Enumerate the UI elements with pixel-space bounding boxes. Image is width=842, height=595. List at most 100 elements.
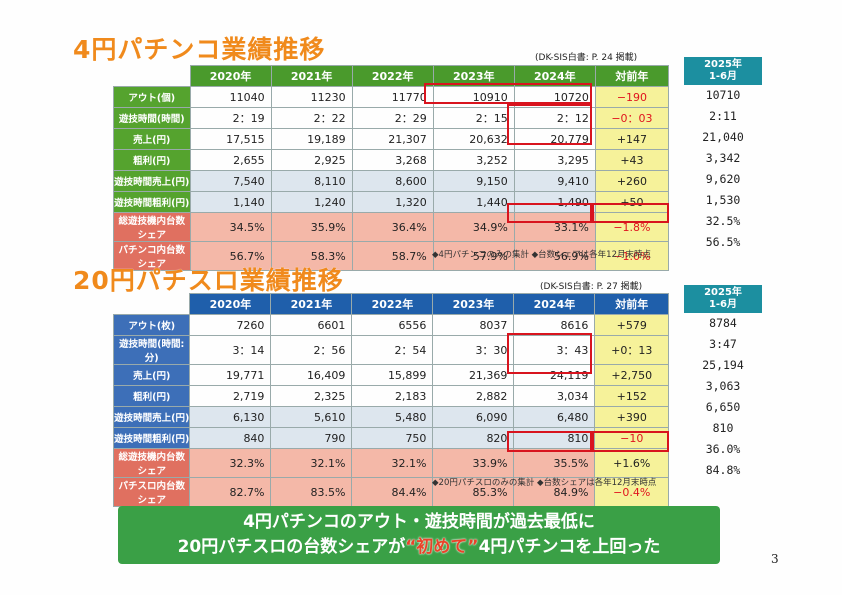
- side-2025-value: 1,530: [705, 193, 741, 207]
- bottom-2025-header: 2025年 1-6月: [684, 285, 762, 313]
- table-cell: 7260: [189, 314, 272, 336]
- banner-line-2-b: 4円パチンコを上回った: [478, 537, 661, 557]
- table-cell: 1,240: [270, 191, 353, 213]
- yoy-diff-cell: +2,750: [594, 364, 669, 386]
- table-cell: 20,632: [432, 128, 515, 150]
- table-cell: 2：12: [513, 107, 596, 129]
- highlight-box: [507, 333, 592, 374]
- table-cell: 11770: [351, 86, 434, 108]
- table-cell: 3,252: [432, 149, 515, 171]
- side-2025-value: 21,040: [702, 130, 744, 144]
- column-header: 2020年: [189, 65, 272, 87]
- table-cell: 56.7%: [189, 241, 272, 271]
- column-header: 2021年: [270, 293, 353, 315]
- row-label: 遊技時間(時間): [113, 107, 191, 129]
- yoy-diff-cell: +43: [594, 149, 670, 171]
- row-label: 売上(円): [113, 128, 191, 150]
- side-2025-value: 810: [712, 421, 734, 435]
- table-cell: 3,295: [513, 149, 596, 171]
- table-cell: 6,090: [432, 406, 515, 428]
- yoy-diff-cell: −1.0%: [594, 241, 670, 271]
- table-cell: 35.5%: [513, 448, 596, 478]
- table-cell: 2,325: [270, 385, 353, 407]
- table-cell: 34.5%: [189, 212, 272, 242]
- column-header: 2024年: [513, 65, 596, 87]
- highlight-box: [592, 203, 669, 223]
- table-cell: 85.3%: [432, 477, 515, 507]
- column-header: 対前年: [594, 293, 669, 315]
- table-cell: 33.9%: [432, 448, 515, 478]
- column-header: 2024年: [513, 293, 596, 315]
- side-2025-value: 36.0%: [705, 442, 741, 456]
- side-2025-value: 3:47: [709, 337, 737, 351]
- table-cell: 3,268: [351, 149, 434, 171]
- table-cell: 6,130: [189, 406, 272, 428]
- column-header: 2022年: [351, 293, 434, 315]
- highlight-box: [507, 104, 592, 145]
- table-cell: 2,655: [189, 149, 272, 171]
- table-cell: 58.3%: [270, 241, 353, 271]
- table-cell: 2：56: [270, 335, 353, 365]
- table-cell: 750: [351, 427, 434, 449]
- table-row: 総遊技機内台数シェア 32.3% 32.1% 32.1% 33.9% 35.5% +1.6%: [112, 448, 669, 478]
- top-section-title: 4円パチンコ業績推移: [73, 35, 326, 64]
- table-cell: 2：54: [351, 335, 434, 365]
- table-row: 粗利(円) 2,655 2,925 3,268 3,252 3,295 +43: [113, 149, 670, 171]
- table-cell: 820: [432, 427, 515, 449]
- row-label: アウト(個): [113, 86, 191, 108]
- table-cell: 840: [189, 427, 272, 449]
- table-cell: 32.3%: [189, 448, 272, 478]
- table-cell: 21,369: [432, 364, 515, 386]
- table-cell: 32.1%: [351, 448, 434, 478]
- table-row: アウト(枚) 7260 6601 6556 8037 8616 +579: [112, 314, 669, 336]
- row-label: 遊技時間粗利(円): [112, 427, 191, 449]
- side-2025-value: 9,620: [705, 172, 741, 186]
- highlight-box: [424, 83, 592, 104]
- table-cell: 56.9%: [513, 241, 596, 271]
- side-2025-value: 3,342: [705, 151, 741, 165]
- column-header: 2020年: [189, 293, 272, 315]
- highlight-box: [592, 431, 669, 452]
- table-cell: 83.5%: [270, 477, 353, 507]
- table-row: 遊技時間売上(円) 7,540 8,110 8,600 9,150 9,410 +260: [113, 170, 670, 192]
- bottom-footnote: ◆20円パチスロのみの集計 ◆台数シェアは各年12月末時点: [432, 478, 657, 488]
- side-2025-value: 8784: [709, 316, 737, 330]
- side-2025-value: 6,650: [705, 400, 741, 414]
- side-2025-value: 84.8%: [705, 463, 741, 477]
- table-cell: 32.1%: [270, 448, 353, 478]
- highlight-box: [507, 203, 592, 223]
- table-cell: 2,882: [432, 385, 515, 407]
- row-label: 遊技時間(時間:分): [112, 335, 191, 365]
- side-2025-value: 25,194: [702, 358, 744, 372]
- row-label: 売上(円): [112, 364, 191, 386]
- side-2025-value: 3,063: [705, 379, 741, 393]
- yoy-diff-cell: +1.6%: [594, 448, 669, 478]
- table-row: 遊技時間粗利(円) 1,140 1,240 1,320 1,440 1,490 +50: [113, 191, 670, 213]
- yoy-diff-cell: +579: [594, 314, 669, 336]
- table-cell: 2,925: [270, 149, 353, 171]
- table-cell: 9,410: [513, 170, 596, 192]
- table-cell: 6,480: [513, 406, 596, 428]
- corner-cell: [114, 66, 191, 87]
- table-cell: 35.9%: [270, 212, 353, 242]
- table-cell: 84.4%: [351, 477, 434, 507]
- table-cell: 84.9%: [513, 477, 596, 507]
- row-label: 粗利(円): [112, 385, 191, 407]
- yoy-diff-cell: −190: [594, 86, 670, 108]
- table-cell: 1,320: [351, 191, 434, 213]
- column-header: 2023年: [432, 293, 515, 315]
- table-cell: 21,307: [351, 128, 434, 150]
- table-cell: 6601: [270, 314, 353, 336]
- row-label: 総遊技機内台数シェア: [112, 448, 191, 478]
- table-cell: 3：14: [189, 335, 272, 365]
- table-cell: 1,140: [189, 191, 272, 213]
- column-header: 対前年: [594, 65, 670, 87]
- table-cell: 790: [270, 427, 353, 449]
- table-cell: 1,440: [432, 191, 515, 213]
- corner-cell: [114, 294, 190, 315]
- row-label: 遊技時間粗利(円): [113, 191, 191, 213]
- row-label: 遊技時間売上(円): [113, 170, 191, 192]
- table-row: 遊技時間(時間:分) 3：14 2：56 2：54 3：30 3：43 +0：13: [112, 335, 669, 365]
- side-2025-value: 2:11: [709, 109, 737, 123]
- table-cell: 2：22: [270, 107, 353, 129]
